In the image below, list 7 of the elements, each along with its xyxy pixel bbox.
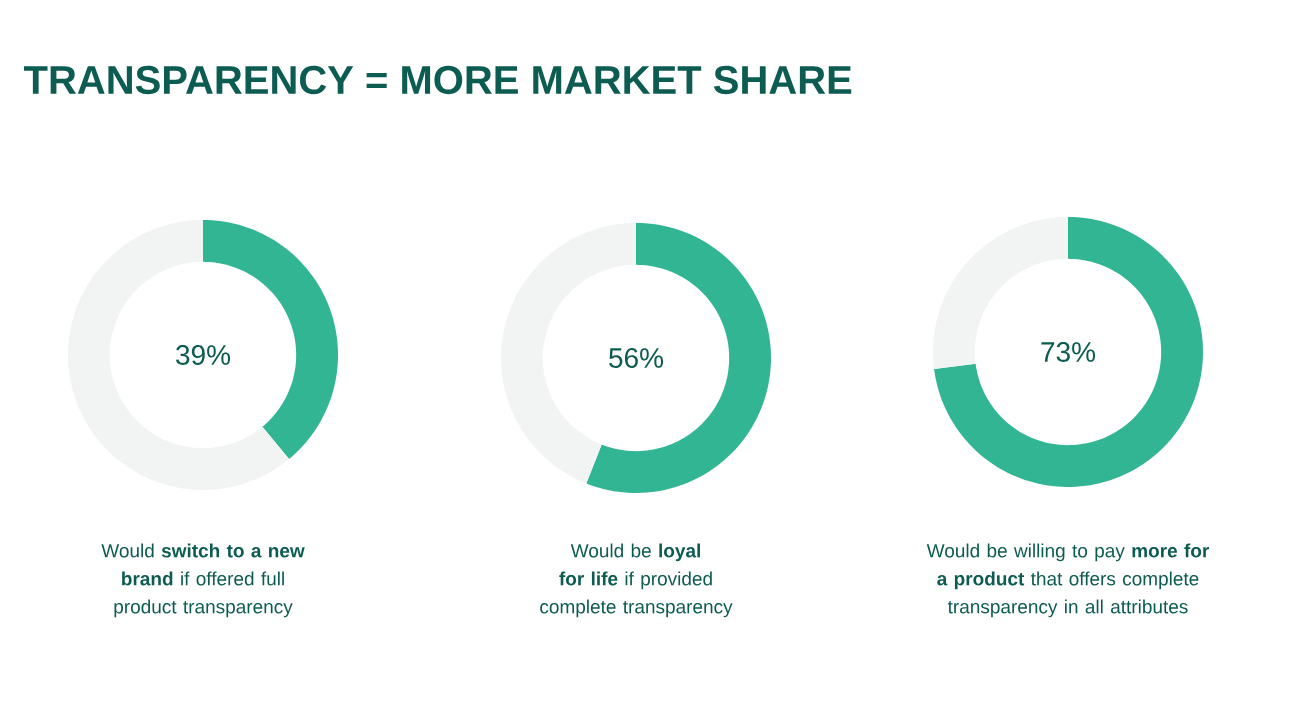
data-label: 73% (1041, 342, 1096, 362)
text: Would switch to a new brand if offered full product transparency (101, 543, 305, 618)
data-label: 39% (176, 345, 231, 365)
text: Would be loyal for life if provided complete transparency (540, 543, 733, 618)
text: TRANSPARENCY = MORE MARKET SHARE (24, 65, 852, 95)
text: Would be willing to pay more for a product that offers complete transparency in all attributes (926, 543, 1210, 618)
data-label: 56% (609, 348, 664, 368)
